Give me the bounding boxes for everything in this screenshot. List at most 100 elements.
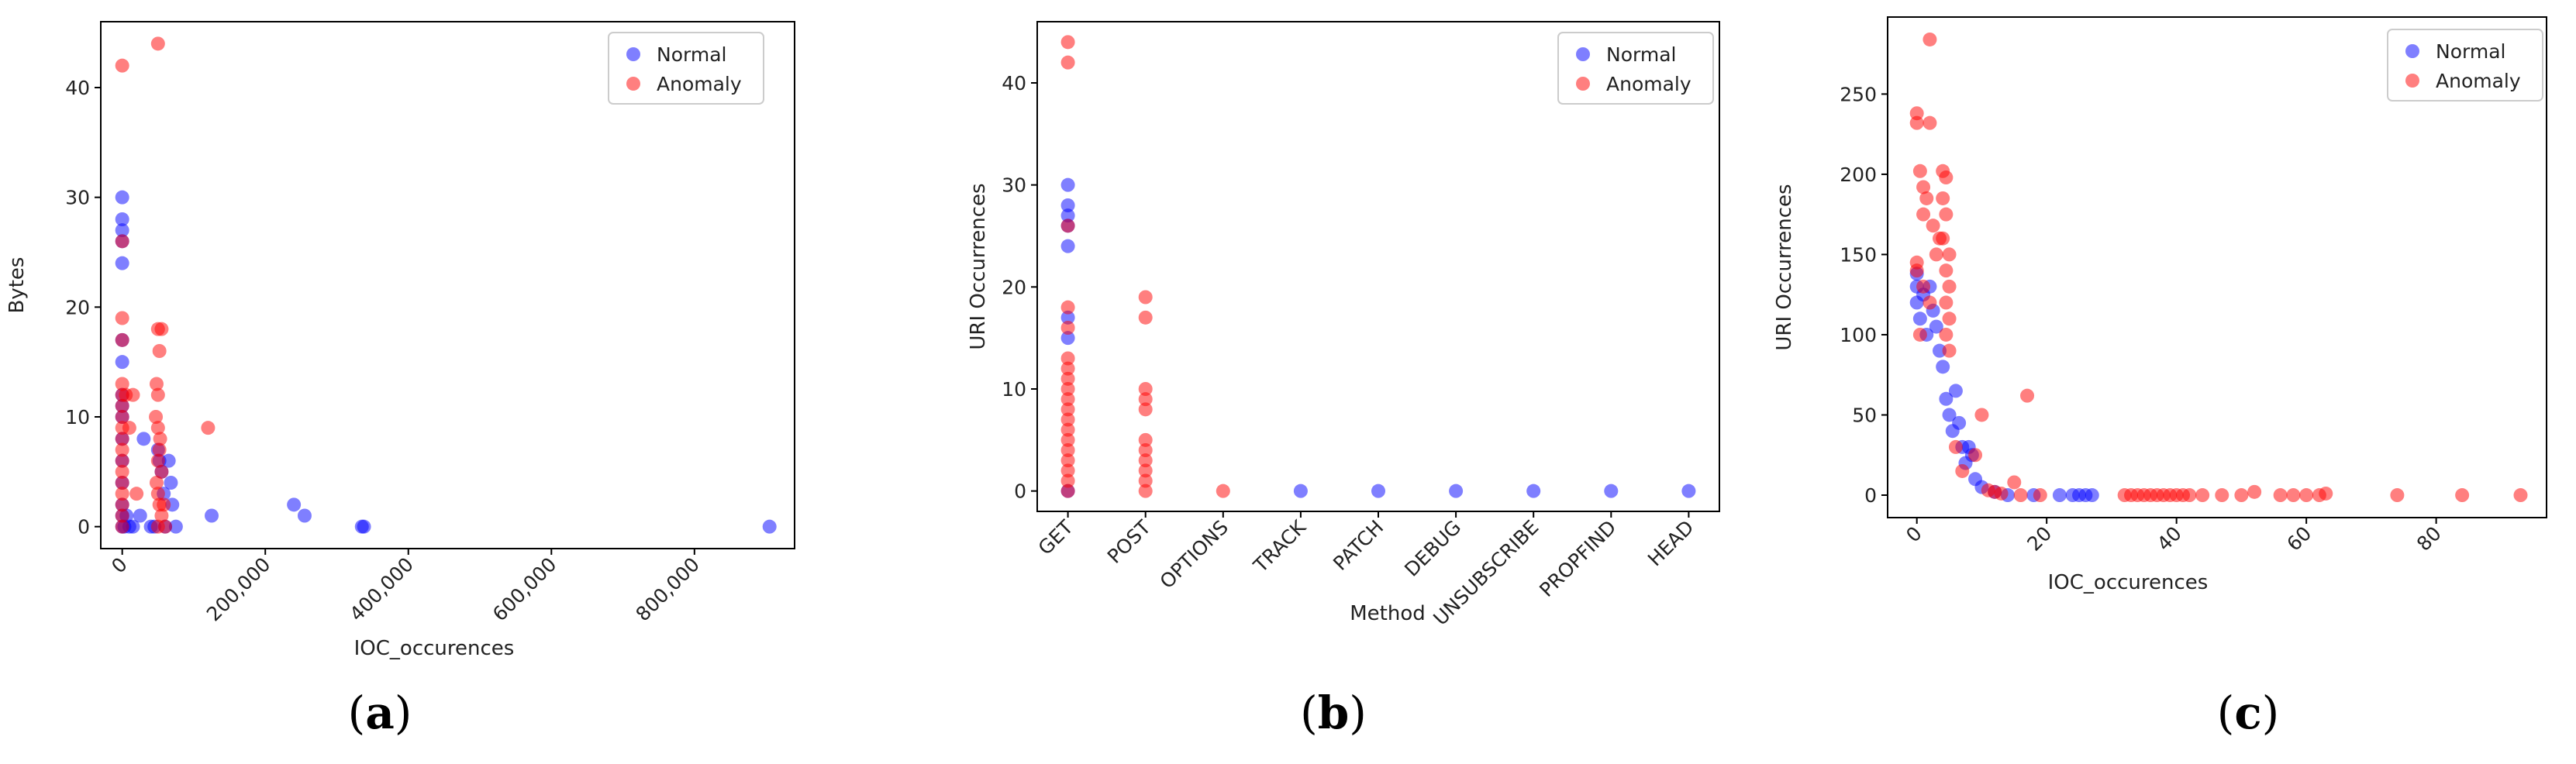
y-tick-label: 100 [1840, 324, 1877, 346]
data-point [1939, 391, 1954, 406]
data-point [1936, 231, 1950, 246]
data-point [1939, 327, 1954, 342]
data-point [1929, 319, 1943, 334]
data-point [1060, 443, 1075, 457]
y-tick-label: 0 [1864, 484, 1877, 507]
data-point [158, 519, 173, 534]
data-point [1060, 371, 1075, 386]
data-point [2033, 488, 2047, 503]
x-tick-label: TRACK [1249, 515, 1311, 577]
data-point [115, 508, 129, 523]
data-point [1948, 439, 1963, 454]
data-point [154, 322, 169, 336]
data-point [1942, 247, 1957, 262]
y-tick-label: 30 [65, 187, 90, 209]
plot-frame [100, 21, 795, 549]
legend: Normal Anomaly [608, 32, 764, 105]
data-point [115, 398, 129, 413]
data-point [150, 453, 165, 468]
legend: Normal Anomaly [1557, 32, 1714, 105]
y-axis-label: Bytes [5, 257, 29, 314]
data-point [1923, 32, 1937, 46]
data-point [1919, 191, 1934, 205]
data-point [1060, 463, 1075, 478]
data-point [2085, 488, 2099, 503]
data-point [153, 432, 167, 446]
data-point [126, 387, 140, 402]
data-point [154, 464, 169, 479]
data-point [1968, 448, 1983, 463]
data-point [1936, 191, 1950, 205]
legend-label-anomaly: Anomaly [657, 73, 742, 95]
y-tick-label: 20 [1002, 276, 1026, 298]
y-tick-label: 10 [1002, 378, 1026, 401]
x-tick-label: 0 [107, 553, 132, 578]
data-point [154, 508, 169, 523]
y-tick-label: 0 [78, 516, 90, 539]
data-point [152, 344, 167, 358]
series-normal [115, 190, 777, 534]
data-point [1060, 382, 1075, 396]
data-point [150, 421, 165, 435]
data-point [1060, 422, 1075, 437]
x-tick-label: PROPFIND [1535, 516, 1620, 601]
data-point [1923, 115, 1937, 130]
data-point [1926, 219, 1940, 233]
x-tick-label: 400,000 [345, 553, 418, 626]
data-point [115, 476, 129, 490]
y-tick-label: 150 [1840, 243, 1877, 266]
data-point [1138, 432, 1153, 447]
legend-box [608, 32, 764, 105]
data-point [1952, 415, 1967, 430]
x-tick-label: GET [1034, 515, 1078, 559]
data-point [1994, 486, 2009, 501]
data-point [1939, 207, 1954, 222]
data-point [1060, 402, 1075, 417]
data-point [1916, 279, 1931, 294]
data-point [115, 311, 129, 325]
legend-marker-anomaly [2405, 74, 2419, 88]
data-point [1060, 484, 1075, 498]
y-tick-label: 250 [1840, 83, 1877, 105]
legend-marker-anomaly [626, 77, 640, 91]
data-point [161, 453, 176, 468]
data-point [136, 432, 151, 446]
data-point [1923, 295, 1937, 310]
legend-box [1557, 32, 1714, 105]
plot-frame [1887, 16, 2547, 518]
data-point [129, 487, 144, 501]
chart-panel-c: 0 50 100 150 200 250 0 20 40 60 80 IOC_occurences UR… [1773, 16, 2547, 739]
panel-caption: (b) [1300, 687, 1367, 739]
data-point [168, 519, 183, 534]
data-point [1948, 384, 1963, 398]
data-point [1939, 295, 1954, 310]
data-point [2234, 488, 2249, 503]
data-point [1216, 484, 1230, 498]
data-point [1138, 484, 1153, 498]
data-point [150, 487, 165, 501]
data-point [2007, 475, 2022, 490]
data-point [115, 212, 129, 226]
x-tick-label: 80 [2412, 522, 2446, 556]
data-point [115, 58, 129, 73]
data-point [2319, 486, 2333, 501]
data-point [2195, 488, 2210, 503]
data-point [1526, 484, 1541, 498]
data-point [115, 355, 129, 370]
y-tick-label: 50 [1852, 404, 1877, 426]
y-tick-label: 10 [65, 406, 90, 428]
data-point [1060, 310, 1075, 325]
data-point [115, 410, 129, 424]
data-point [201, 421, 216, 435]
data-point [2455, 488, 2470, 503]
data-point [1138, 473, 1153, 488]
y-tick-label: 30 [1002, 174, 1026, 197]
data-point [297, 508, 312, 523]
series-normal [1060, 177, 1696, 498]
data-point [164, 476, 178, 490]
data-point [762, 519, 777, 534]
data-point [115, 464, 129, 479]
y-tick-label: 40 [65, 77, 90, 99]
x-tick-label: 20 [2023, 522, 2056, 556]
